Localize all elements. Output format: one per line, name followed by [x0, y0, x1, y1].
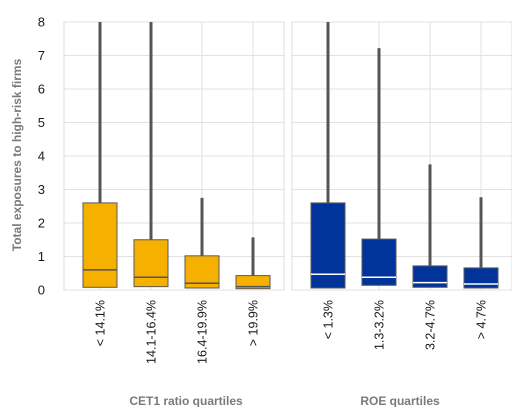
category-label: < 1.3%: [322, 300, 336, 339]
box: [235, 275, 271, 290]
y-tick-label: 4: [38, 149, 45, 164]
category-label: > 4.7%: [475, 300, 489, 339]
category-label: < 14.1%: [94, 300, 108, 346]
y-tick-label: 2: [38, 216, 45, 231]
panel-roe: < 1.3% 1.3-3.2% 3.2-4.7% > 4.7%: [291, 21, 512, 350]
y-tick-label: 3: [38, 182, 45, 197]
y-tick-label: 1: [38, 249, 45, 264]
box: [412, 265, 448, 288]
panel-roe-xlabel: ROE quartiles: [360, 394, 440, 407]
category-label: 16.4-19.9%: [196, 300, 210, 364]
y-tick-label: 0: [38, 283, 45, 298]
category-label: 1.3-3.2%: [373, 300, 387, 350]
y-tick-label: 6: [38, 82, 45, 97]
y-tick-label: 8: [38, 15, 45, 30]
panel-cet1-xlabel: CET1 ratio quartiles: [129, 394, 243, 407]
category-label: 3.2-4.7%: [424, 300, 438, 350]
y-tick-label: 5: [38, 115, 45, 130]
category-label: > 19.9%: [247, 300, 261, 346]
box: [82, 202, 118, 288]
box: [133, 239, 169, 288]
y-tick-label: 7: [38, 48, 45, 63]
y-axis-ticks: 0 1 2 3 4 5 6 7 8: [38, 15, 45, 298]
box: [361, 238, 397, 286]
box: [463, 267, 499, 289]
panel-cet1: < 14.1% 14.1-16.4% 16.4-19.9% > 19.9%: [63, 21, 285, 364]
box: [310, 202, 346, 289]
y-axis-title: Total exposures to high-risk firms: [10, 58, 24, 251]
category-label: 14.1-16.4%: [145, 300, 159, 364]
